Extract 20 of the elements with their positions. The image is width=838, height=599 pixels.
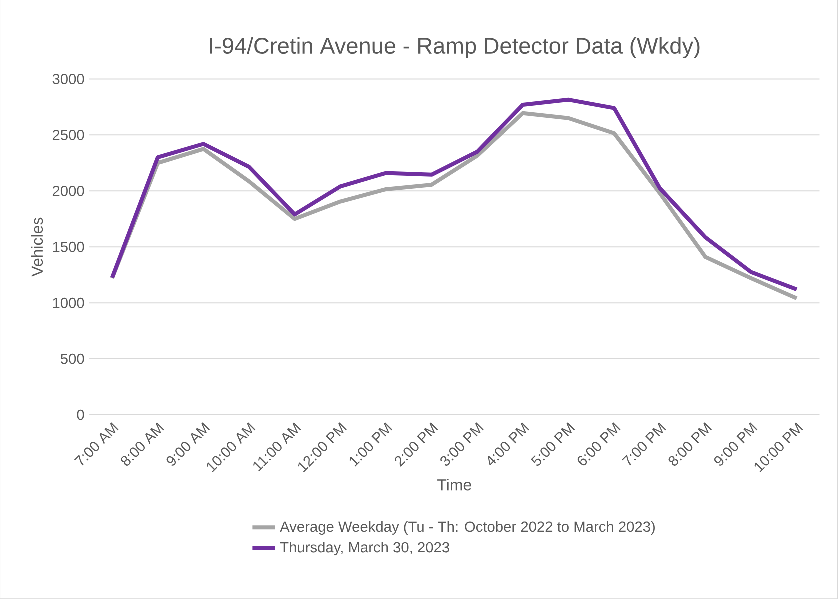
x-tick-label: 5:00 PM bbox=[531, 422, 576, 466]
y-tick-label: 1500 bbox=[53, 242, 84, 252]
x-tick-label: 7:00 PM bbox=[622, 422, 666, 466]
x-tick-label: 3:00 PM bbox=[440, 422, 484, 466]
y-tick-label: 500 bbox=[60, 354, 84, 364]
y-tick-label: 2000 bbox=[52, 186, 84, 196]
legend-label: Thursday, March 30, 2023 bbox=[280, 542, 450, 556]
y-tick-label: 3000 bbox=[52, 74, 84, 84]
x-tick-label: 4:00 PM bbox=[488, 422, 530, 466]
legend-label: Average Weekday (Tu - Th: October 2022 to March 2023) bbox=[280, 521, 655, 535]
x-axis-title: Time bbox=[438, 478, 472, 491]
y-axis-title: Vehicles bbox=[31, 218, 44, 277]
x-tick-label: 7:00 AM bbox=[74, 422, 119, 466]
x-tick-label: 6:00 PM bbox=[578, 422, 621, 466]
chart-title: I-94/Cretin Avenue - Ramp Detector Data (Wkdy) bbox=[210, 37, 700, 58]
x-tick-label: 8:00 PM bbox=[668, 422, 712, 466]
y-tick-label: 1000 bbox=[53, 298, 84, 308]
x-tick-label: 8:00 AM bbox=[121, 422, 164, 466]
y-tick-label: 0 bbox=[77, 410, 84, 420]
y-tick-label: 2500 bbox=[52, 130, 84, 140]
